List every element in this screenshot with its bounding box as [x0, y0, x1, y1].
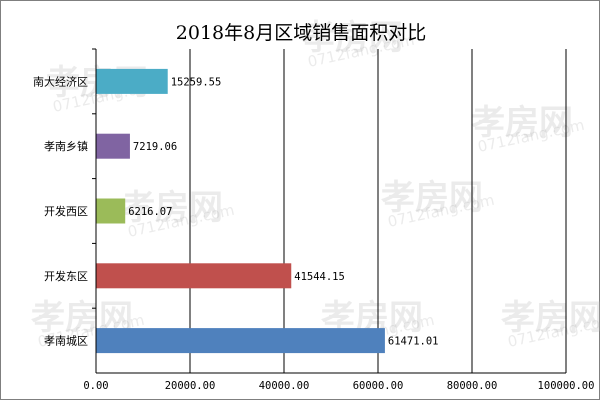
x-tick-label: 80000.00	[447, 380, 498, 392]
chart-title: 2018年8月区域销售面积对比	[176, 22, 426, 44]
watermark-brand: 孝房网	[121, 188, 223, 228]
watermark-brand: 孝房网	[501, 298, 600, 338]
bars: 15259.55 7219.06 6216.07 41544.15 61471.01	[96, 68, 439, 354]
bar	[96, 198, 126, 224]
x-tick-label: 0.00	[83, 380, 108, 392]
bar	[96, 133, 130, 159]
data-label: 61471.01	[388, 336, 439, 348]
bar	[96, 68, 168, 94]
data-label: 15259.55	[171, 76, 222, 88]
gridlines	[189, 49, 567, 373]
category-label: 南大经济区	[33, 74, 88, 88]
data-label: 41544.15	[294, 271, 345, 283]
watermark-brand: 孝房网	[301, 18, 403, 58]
data-label: 6216.07	[128, 206, 172, 218]
category-label: 孝南乡镇	[44, 139, 88, 153]
data-label: 7219.06	[133, 141, 177, 153]
x-tick-label: 100000.00	[538, 380, 595, 392]
watermark-brand: 孝房网	[471, 103, 573, 143]
category-label: 孝南城区	[44, 335, 88, 348]
category-label: 开发西区	[44, 204, 88, 218]
axes: 0.00 20000.00 40000.00 60000.00 80000.00 1000…	[33, 48, 595, 392]
bar	[96, 263, 292, 289]
x-tick-label: 20000.00	[165, 380, 216, 392]
category-label: 开发东区	[44, 269, 88, 283]
x-tick-label: 40000.00	[259, 380, 310, 392]
bar	[96, 328, 385, 354]
watermark-brand: 孝房网	[381, 178, 483, 218]
watermark: 孝房网0712fang.com孝房网0712fang.com孝房网0712fan…	[31, 18, 600, 351]
x-tick-label: 60000.00	[353, 380, 404, 392]
